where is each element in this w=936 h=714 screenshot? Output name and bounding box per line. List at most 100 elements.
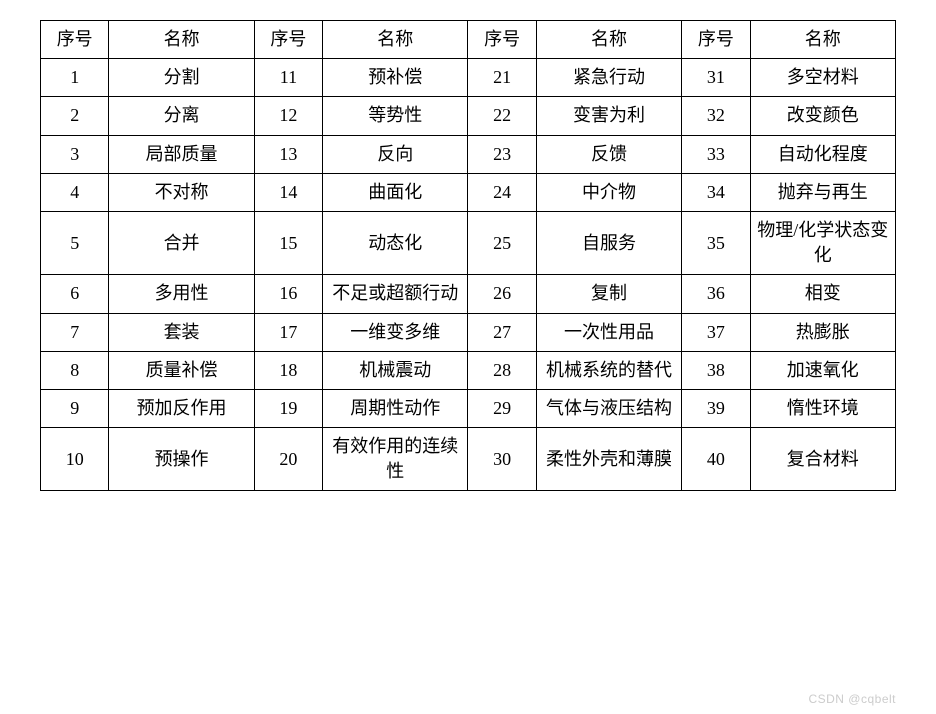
table-cell: 合并 — [109, 211, 254, 274]
table-cell: 28 — [468, 351, 536, 389]
table-cell: 不对称 — [109, 173, 254, 211]
table-cell: 4 — [41, 173, 109, 211]
principles-table: 序号 名称 序号 名称 序号 名称 序号 名称 1分割11预补偿21紧急行动31… — [40, 20, 896, 491]
header-cell: 序号 — [254, 21, 322, 59]
table-cell: 25 — [468, 211, 536, 274]
table-cell: 热膨胀 — [750, 313, 895, 351]
table-cell: 有效作用的连续性 — [323, 428, 468, 491]
table-cell: 反馈 — [536, 135, 681, 173]
table-cell: 复合材料 — [750, 428, 895, 491]
table-cell: 11 — [254, 59, 322, 97]
table-cell: 1 — [41, 59, 109, 97]
header-cell: 名称 — [536, 21, 681, 59]
table-cell: 15 — [254, 211, 322, 274]
table-cell: 30 — [468, 428, 536, 491]
table-cell: 39 — [682, 389, 750, 427]
table-cell: 26 — [468, 275, 536, 313]
table-cell: 27 — [468, 313, 536, 351]
table-cell: 改变颜色 — [750, 97, 895, 135]
table-row: 7套装17一维变多维27一次性用品37热膨胀 — [41, 313, 896, 351]
table-cell: 中介物 — [536, 173, 681, 211]
table-cell: 33 — [682, 135, 750, 173]
watermark-text: CSDN @cqbelt — [808, 692, 896, 706]
table-cell: 8 — [41, 351, 109, 389]
table-cell: 反向 — [323, 135, 468, 173]
table-cell: 等势性 — [323, 97, 468, 135]
table-cell: 31 — [682, 59, 750, 97]
table-cell: 机械系统的替代 — [536, 351, 681, 389]
table-cell: 物理/化学状态变化 — [750, 211, 895, 274]
table-cell: 38 — [682, 351, 750, 389]
table-cell: 一维变多维 — [323, 313, 468, 351]
table-cell: 5 — [41, 211, 109, 274]
table-cell: 抛弃与再生 — [750, 173, 895, 211]
header-cell: 名称 — [109, 21, 254, 59]
table-cell: 10 — [41, 428, 109, 491]
table-cell: 分割 — [109, 59, 254, 97]
table-cell: 紧急行动 — [536, 59, 681, 97]
header-cell: 序号 — [468, 21, 536, 59]
table-header-row: 序号 名称 序号 名称 序号 名称 序号 名称 — [41, 21, 896, 59]
table-cell: 3 — [41, 135, 109, 173]
table-cell: 40 — [682, 428, 750, 491]
table-cell: 气体与液压结构 — [536, 389, 681, 427]
table-row: 4不对称14曲面化24中介物34抛弃与再生 — [41, 173, 896, 211]
table-cell: 惰性环境 — [750, 389, 895, 427]
table-cell: 22 — [468, 97, 536, 135]
table-cell: 一次性用品 — [536, 313, 681, 351]
table-cell: 相变 — [750, 275, 895, 313]
table-cell: 复制 — [536, 275, 681, 313]
table-cell: 套装 — [109, 313, 254, 351]
table-row: 9预加反作用19周期性动作29气体与液压结构39惰性环境 — [41, 389, 896, 427]
table-row: 10预操作20有效作用的连续性30柔性外壳和薄膜40复合材料 — [41, 428, 896, 491]
table-cell: 柔性外壳和薄膜 — [536, 428, 681, 491]
table-cell: 36 — [682, 275, 750, 313]
table-cell: 14 — [254, 173, 322, 211]
table-row: 8质量补偿18机械震动28机械系统的替代38加速氧化 — [41, 351, 896, 389]
table-cell: 16 — [254, 275, 322, 313]
table-cell: 多空材料 — [750, 59, 895, 97]
table-cell: 动态化 — [323, 211, 468, 274]
table-cell: 6 — [41, 275, 109, 313]
table-cell: 21 — [468, 59, 536, 97]
table-cell: 预加反作用 — [109, 389, 254, 427]
table-cell: 17 — [254, 313, 322, 351]
table-cell: 不足或超额行动 — [323, 275, 468, 313]
table-cell: 多用性 — [109, 275, 254, 313]
table-cell: 分离 — [109, 97, 254, 135]
table-cell: 变害为利 — [536, 97, 681, 135]
table-cell: 预操作 — [109, 428, 254, 491]
header-cell: 序号 — [41, 21, 109, 59]
table-cell: 32 — [682, 97, 750, 135]
header-cell: 名称 — [323, 21, 468, 59]
table-cell: 自动化程度 — [750, 135, 895, 173]
table-row: 2分离12等势性22变害为利32改变颜色 — [41, 97, 896, 135]
table-cell: 19 — [254, 389, 322, 427]
table-row: 5合并15动态化25自服务35物理/化学状态变化 — [41, 211, 896, 274]
table-cell: 18 — [254, 351, 322, 389]
table-cell: 24 — [468, 173, 536, 211]
table-cell: 自服务 — [536, 211, 681, 274]
header-cell: 名称 — [750, 21, 895, 59]
table-cell: 局部质量 — [109, 135, 254, 173]
table-cell: 预补偿 — [323, 59, 468, 97]
table-cell: 2 — [41, 97, 109, 135]
table-row: 1分割11预补偿21紧急行动31多空材料 — [41, 59, 896, 97]
table-row: 3局部质量13反向23反馈33自动化程度 — [41, 135, 896, 173]
table-cell: 13 — [254, 135, 322, 173]
table-cell: 曲面化 — [323, 173, 468, 211]
table-cell: 周期性动作 — [323, 389, 468, 427]
table-cell: 29 — [468, 389, 536, 427]
table-cell: 加速氧化 — [750, 351, 895, 389]
table-cell: 7 — [41, 313, 109, 351]
table-cell: 9 — [41, 389, 109, 427]
table-cell: 23 — [468, 135, 536, 173]
header-cell: 序号 — [682, 21, 750, 59]
table-row: 6多用性16不足或超额行动26复制36相变 — [41, 275, 896, 313]
table-body: 1分割11预补偿21紧急行动31多空材料2分离12等势性22变害为利32改变颜色… — [41, 59, 896, 491]
table-cell: 37 — [682, 313, 750, 351]
table-cell: 12 — [254, 97, 322, 135]
table-cell: 机械震动 — [323, 351, 468, 389]
table-cell: 34 — [682, 173, 750, 211]
table-cell: 35 — [682, 211, 750, 274]
